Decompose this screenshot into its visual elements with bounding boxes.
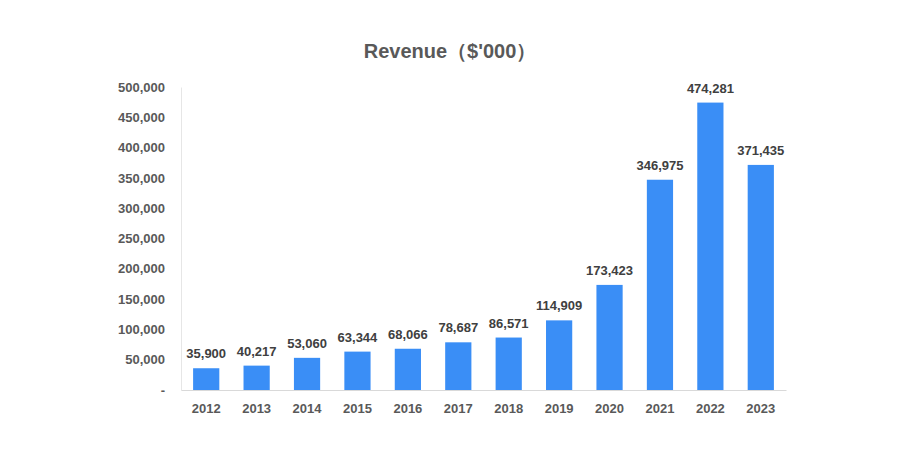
x-tick-label: 2013 (242, 401, 271, 416)
data-label: 78,687 (438, 320, 478, 335)
bar (496, 338, 522, 390)
x-tick-label: 2016 (393, 401, 422, 416)
y-tick: 300,000 (118, 201, 165, 216)
x-tick: 2013 (242, 401, 271, 416)
x-tick-label: 2019 (545, 401, 574, 416)
bar (193, 368, 219, 390)
data-label: 474,281 (687, 81, 734, 96)
x-tick-label: 2018 (494, 401, 523, 416)
y-tick: 400,000 (118, 140, 165, 155)
data-label: 346,975 (636, 158, 683, 173)
chart: Revenue（$'000） - 50,000 100,000 150,000 200,0… (0, 0, 900, 450)
plot-area: - 50,000 100,000 150,000 200,000 250,000 300,0… (118, 80, 787, 417)
bar (596, 285, 622, 390)
y-tick: 450,000 (118, 110, 165, 125)
y-tick-label: 450,000 (118, 110, 165, 125)
x-tick: 2019 (545, 401, 574, 416)
x-tick: 2021 (645, 401, 674, 416)
x-tick-label: 2023 (746, 401, 775, 416)
data-label: 35,900 (186, 346, 226, 361)
y-tick-label: 150,000 (118, 292, 165, 307)
y-axis-line (181, 88, 182, 391)
bar (748, 165, 774, 390)
data-label: 53,060 (287, 336, 327, 351)
x-tick: 2023 (746, 401, 775, 416)
data-label: 63,344 (338, 330, 379, 345)
data-label: 114,909 (536, 298, 582, 313)
bar (344, 352, 370, 390)
data-label: 68,066 (388, 327, 428, 342)
y-tick: - (161, 383, 165, 398)
x-tick-label: 2021 (645, 401, 674, 416)
y-tick-label: 50,000 (125, 352, 165, 367)
x-tick: 2012 (192, 401, 221, 416)
x-tick: 2016 (393, 401, 422, 416)
x-tick: 2018 (494, 401, 523, 416)
y-tick: 350,000 (118, 171, 165, 186)
bar (445, 342, 471, 390)
data-label: 173,423 (586, 263, 633, 278)
y-tick: 500,000 (118, 80, 165, 95)
x-tick: 2017 (444, 401, 473, 416)
x-tick: 2014 (293, 401, 323, 416)
y-tick-label: 100,000 (118, 322, 165, 337)
x-tick-label: 2014 (293, 401, 323, 416)
bar (697, 103, 723, 390)
y-tick-label: 400,000 (118, 140, 165, 155)
y-tick: 150,000 (118, 292, 165, 307)
y-tick-label: 200,000 (118, 261, 165, 276)
y-tick: 200,000 (118, 261, 165, 276)
bar (546, 320, 572, 390)
chart-title: Revenue（$'000） (364, 40, 537, 62)
bar (294, 358, 320, 390)
bar (647, 180, 673, 390)
y-tick-label: - (161, 383, 165, 398)
data-label: 86,571 (489, 316, 529, 331)
bars (193, 103, 774, 390)
x-axis: 2012 2013 2014 2015 2016 2017 2018 2019 2020 2021… (182, 391, 787, 417)
x-tick-label: 2017 (444, 401, 473, 416)
y-tick-label: 350,000 (118, 171, 165, 186)
x-tick-label: 2012 (192, 401, 221, 416)
y-tick-label: 300,000 (118, 201, 165, 216)
data-label: 40,217 (237, 344, 277, 359)
y-tick: 100,000 (118, 322, 165, 337)
data-labels: 35,900 40,217 53,060 63,344 68,066 78,687 86,5… (186, 81, 784, 362)
y-tick-label: 250,000 (118, 231, 165, 246)
y-tick: 250,000 (118, 231, 165, 246)
x-tick: 2015 (343, 401, 372, 416)
x-tick: 2020 (595, 401, 624, 416)
y-tick: 50,000 (125, 352, 165, 367)
bar (244, 366, 270, 390)
y-axis: - 50,000 100,000 150,000 200,000 250,000 300,0… (118, 80, 182, 398)
x-tick: 2022 (696, 401, 725, 416)
x-axis-line (182, 390, 787, 391)
data-label: 371,435 (737, 143, 784, 158)
bar (395, 349, 421, 390)
y-tick-label: 500,000 (118, 80, 165, 95)
x-tick-label: 2015 (343, 401, 372, 416)
x-tick-label: 2022 (696, 401, 725, 416)
x-tick-label: 2020 (595, 401, 624, 416)
